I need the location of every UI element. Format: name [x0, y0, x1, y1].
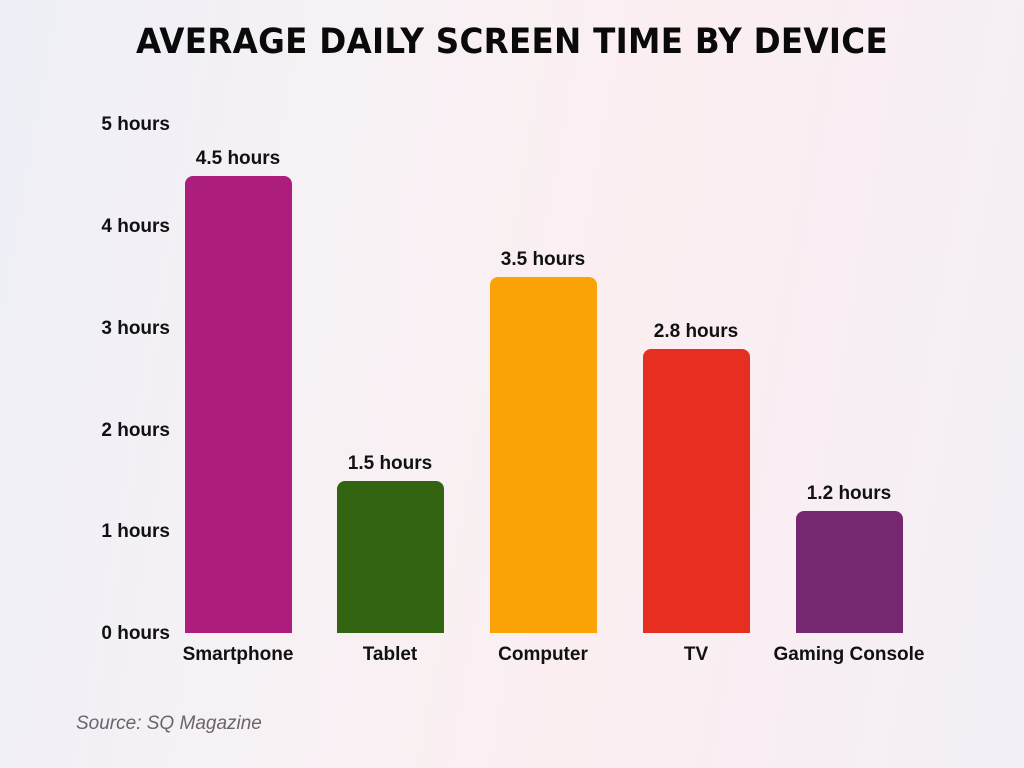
chart-title: AVERAGE DAILY SCREEN TIME BY DEVICE — [136, 22, 888, 62]
y-tick-label: 0 hours — [101, 623, 170, 644]
value-label-tablet: 1.5 hours — [347, 452, 433, 474]
bar-computer — [489, 277, 597, 633]
bar-tv — [642, 348, 750, 633]
x-label-smartphone: Smartphone — [182, 644, 294, 665]
y-tick-label: 2 hours — [101, 420, 170, 441]
bar-gaming-console — [795, 511, 903, 633]
y-tick-label: 3 hours — [101, 318, 170, 339]
x-label-tv: TV — [683, 644, 709, 665]
y-tick-label: 5 hours — [101, 114, 170, 135]
x-label-computer: Computer — [498, 644, 588, 665]
value-label-computer: 3.5 hours — [500, 249, 586, 271]
y-tick-label: 4 hours — [101, 216, 170, 237]
value-label-tv: 2.8 hours — [653, 320, 739, 342]
y-tick-label: 1 hours — [101, 521, 170, 542]
value-label-gaming-console: 1.2 hours — [806, 483, 892, 505]
bar-smartphone — [184, 175, 292, 633]
x-label-gaming-console: Gaming Console — [773, 644, 925, 665]
source-note: Source: SQ Magazine — [76, 713, 262, 734]
value-label-smartphone: 4.5 hours — [195, 147, 281, 169]
bar-tablet — [336, 480, 444, 633]
x-label-tablet: Tablet — [362, 644, 418, 665]
